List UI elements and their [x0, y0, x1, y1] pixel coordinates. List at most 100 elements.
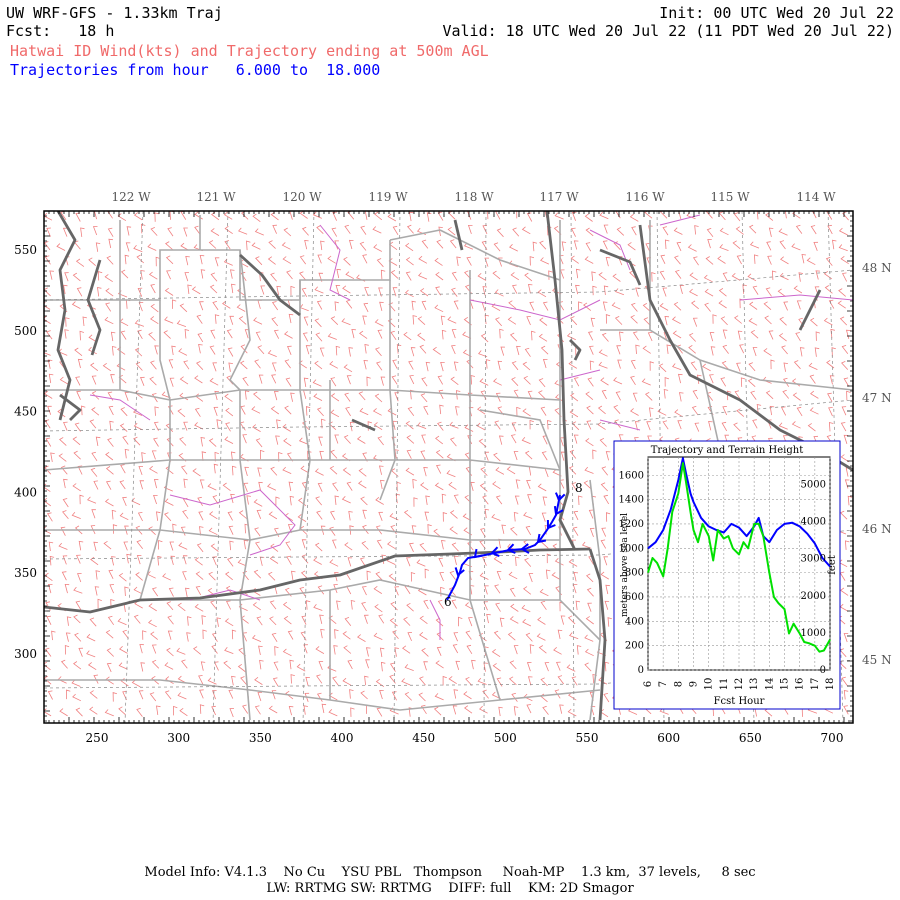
x-tick-label: 350 — [249, 731, 272, 745]
inset-x-tick-label: 18 — [825, 678, 836, 691]
trajectory-path: 68 — [444, 481, 583, 609]
longitude-label: 120 W — [282, 190, 322, 204]
longitude-label: 121 W — [196, 190, 236, 204]
trajectory-arrowhead — [546, 519, 556, 530]
water-feature — [319, 224, 351, 301]
inset-title: Trajectory and Terrain Height — [651, 445, 804, 456]
y-tick-label: 500 — [14, 324, 37, 338]
map-title: UW WRF-GFS - 1.33km Traj — [6, 4, 223, 22]
inset-x-tick-label: 15 — [780, 678, 791, 691]
x-tick-label: 650 — [739, 731, 762, 745]
terrain-height-line — [647, 462, 831, 653]
water-feature — [429, 599, 441, 640]
x-tick-label: 700 — [821, 731, 844, 745]
x-tick-label: 400 — [331, 731, 354, 745]
trajectory-inset-chart: Trajectory and Terrain Height 6 7 8 9 10 11 12… — [613, 440, 841, 710]
inset-ticks: 6 7 8 9 10 11 12 13 14 15 16 17 18 0 200 400 600 800 1000 1… — [619, 470, 836, 690]
county-borders — [44, 215, 853, 721]
inset-y-tick-label: 200 — [625, 641, 644, 652]
water-feature — [739, 294, 853, 301]
x-tick-label: 300 — [167, 731, 190, 745]
latitude-label: 48 N — [862, 261, 892, 275]
valid-time: Valid: 18 UTC Wed 20 Jul 22 (11 PDT Wed … — [442, 22, 894, 40]
longitude-label: 115 W — [710, 190, 750, 204]
water-feature — [169, 489, 296, 556]
graticule-line — [483, 211, 487, 723]
inset-x-tick-label: 16 — [795, 678, 806, 691]
trajectory-arrowhead — [490, 546, 500, 558]
trajectory-arrowhead — [454, 567, 465, 577]
map-subtitle: Hatwai ID Wind(kts) and Trajectory endin… — [10, 42, 489, 60]
inset-y-right-tick-label: 0 — [820, 665, 826, 676]
state-border — [56, 211, 77, 421]
water-feature — [599, 419, 641, 431]
inset-series — [647, 457, 831, 653]
state-border — [239, 253, 301, 317]
trajectory-arrowhead — [520, 543, 530, 554]
inset-y-right-tick-label: 4000 — [801, 517, 826, 528]
inset-x-label: Fcst Hour — [714, 696, 765, 707]
y-tick-label: 450 — [14, 405, 37, 419]
state-border — [798, 289, 822, 331]
graticule-line — [44, 659, 853, 689]
trajectory-arrowhead — [536, 533, 547, 544]
county-border — [379, 280, 396, 501]
state-border — [351, 418, 376, 432]
map-frame — [43, 210, 854, 724]
model-info-line1: Model Info: V4.1.3 No Cu YSU PBL Thompso… — [144, 865, 756, 880]
inset-x-tick-label: 13 — [749, 678, 760, 691]
inset-x-tick-label: 14 — [764, 678, 775, 691]
x-tick-label: 450 — [412, 731, 435, 745]
longitude-label: 116 W — [625, 190, 665, 204]
frame-tick-marks — [43, 210, 853, 723]
graticule-line — [124, 211, 144, 723]
trajectory-arrowhead — [473, 548, 484, 559]
inset-y-tick-label: 800 — [625, 568, 644, 579]
inset-x-tick-label: 12 — [734, 678, 745, 691]
y-tick-label: 350 — [14, 566, 37, 580]
inset-x-tick-label: 17 — [810, 678, 821, 691]
forecast-hour: Fcst: 18 h — [6, 22, 115, 40]
trajectory-line — [446, 494, 561, 601]
graticule-line — [44, 269, 853, 301]
inset-y-label-left: meters above sea level — [620, 513, 630, 617]
state-border — [569, 339, 582, 361]
county-border — [44, 389, 561, 401]
county-border — [44, 240, 391, 301]
trajectory-arrowhead — [553, 505, 564, 516]
state-border — [453, 219, 464, 251]
latitude-label: 47 N — [862, 391, 892, 405]
state-border — [599, 248, 642, 286]
inset-y-right-tick-label: 1000 — [801, 628, 826, 639]
county-border — [139, 300, 171, 601]
inset-y-tick-label: 600 — [625, 592, 644, 603]
inset-x-tick-label: 11 — [719, 678, 730, 691]
county-border — [299, 280, 311, 531]
inset-y-right-tick-label: 2000 — [801, 591, 826, 602]
y-tick-label: 550 — [14, 243, 37, 257]
county-border — [389, 229, 441, 241]
init-time: Init: 00 UTC Wed 20 Jul 22 — [659, 4, 894, 22]
longitude-label: 118 W — [454, 190, 494, 204]
frame-ticks — [43, 210, 853, 723]
y-tick-label: 300 — [14, 647, 37, 661]
water-feature — [89, 394, 151, 421]
inset-x-tick-label: 10 — [704, 678, 715, 691]
graticule-line — [393, 211, 401, 723]
water-feature — [469, 299, 601, 321]
latitude-label: 45 N — [862, 653, 892, 667]
county-border — [479, 409, 561, 471]
x-tick-label: 250 — [86, 731, 109, 745]
inset-y-tick-label: 1200 — [619, 519, 644, 530]
longitude-labels: 122 W 121 W 120 W 119 W 118 W 117 W 116 W 115 W… — [111, 190, 836, 204]
inset-y-label-right: feet — [827, 555, 838, 575]
inset-y-tick-label: 0 — [638, 665, 644, 676]
y-tick-labels: 550 500 450 400 350 300 — [14, 243, 37, 661]
graticule-line — [212, 211, 229, 723]
model-info-line2: LW: RRTMG SW: RRTMG DIFF: full KM: 2D Sm… — [266, 881, 634, 896]
state-border — [59, 393, 82, 421]
trajectory-end-label: 8 — [575, 481, 583, 495]
inset-x-tick-label: 7 — [658, 681, 669, 687]
county-border — [589, 479, 601, 721]
longitude-label: 117 W — [539, 190, 579, 204]
